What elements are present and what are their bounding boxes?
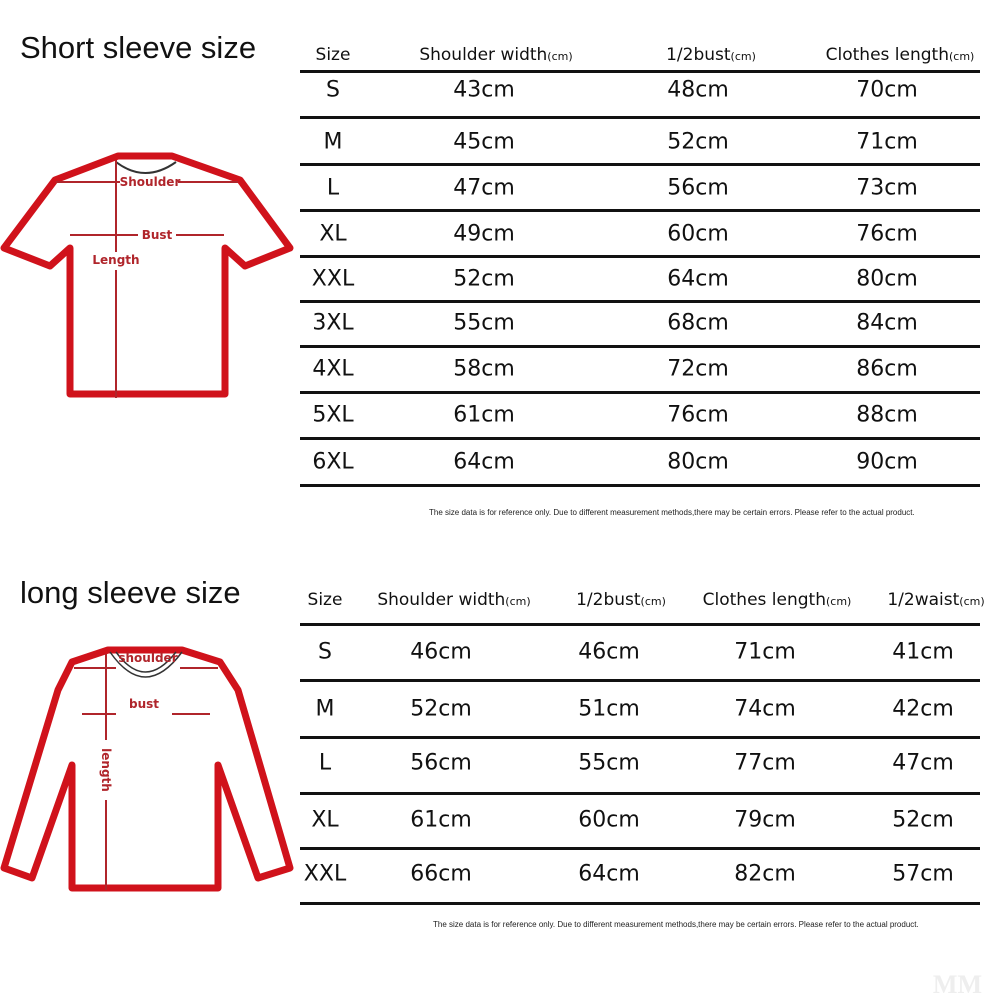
table-cell: 46cm [578, 639, 640, 665]
table-cell: 90cm [856, 449, 918, 475]
table-rule [300, 391, 980, 394]
table-rule [300, 300, 980, 303]
shoulder-label: Shoulder [120, 175, 181, 189]
table-rule [300, 163, 980, 166]
table-cell: 52cm [892, 807, 954, 833]
table-cell: 64cm [667, 266, 729, 292]
table-rule [300, 345, 980, 348]
table-cell: S [318, 639, 332, 665]
table-rule [300, 484, 980, 487]
table-cell: 6XL [312, 449, 354, 475]
table-cell: 76cm [667, 402, 729, 428]
shoulder-label: shoulder [118, 651, 177, 665]
table-rule [300, 736, 980, 739]
table-cell: 5XL [312, 402, 354, 428]
header-waist: 1/2waist(cm) [887, 590, 985, 610]
table-cell: 56cm [410, 750, 472, 776]
table-cell: M [315, 696, 335, 722]
table-rule [300, 70, 980, 73]
table-cell: XXL [311, 266, 355, 292]
table-rule [300, 209, 980, 212]
length-label: length [99, 748, 113, 792]
table-cell: XL [319, 221, 347, 247]
table-cell: 3XL [312, 310, 354, 336]
table-cell: 56cm [667, 175, 729, 201]
table-cell: 46cm [410, 639, 472, 665]
bust-label: Bust [142, 228, 173, 242]
length-label: Length [92, 253, 139, 267]
short-sleeve-note: The size data is for reference only. Due… [429, 508, 915, 517]
table-cell: 57cm [892, 861, 954, 887]
table-cell: 88cm [856, 402, 918, 428]
header-bust: 1/2bust(cm) [576, 590, 666, 610]
table-rule [300, 679, 980, 682]
table-cell: S [326, 77, 340, 103]
table-cell: L [318, 750, 332, 776]
table-rule [300, 792, 980, 795]
bust-label: bust [129, 697, 159, 711]
header-bust: 1/2bust(cm) [666, 45, 756, 65]
table-cell: 61cm [453, 402, 515, 428]
table-rule [300, 116, 980, 119]
table-cell: XL [311, 807, 339, 833]
table-cell: 47cm [892, 750, 954, 776]
table-cell: 55cm [578, 750, 640, 776]
table-cell: 77cm [734, 750, 796, 776]
table-cell: 45cm [453, 129, 515, 155]
table-cell: 82cm [734, 861, 796, 887]
table-cell: 71cm [856, 129, 918, 155]
table-cell: 76cm [856, 221, 918, 247]
table-cell: 71cm [734, 639, 796, 665]
header-size: Size [307, 590, 343, 610]
table-cell: 72cm [667, 356, 729, 382]
table-cell: 41cm [892, 639, 954, 665]
long-sleeve-shirt-diagram: shoulder bust length [0, 646, 294, 892]
table-cell: 79cm [734, 807, 796, 833]
long-sleeve-note: The size data is for reference only. Due… [433, 920, 919, 929]
table-cell: 64cm [578, 861, 640, 887]
header-size: Size [315, 45, 351, 65]
table-cell: 70cm [856, 77, 918, 103]
table-cell: M [323, 129, 343, 155]
header-shoulder: Shoulder width(cm) [419, 45, 573, 65]
table-cell: 66cm [410, 861, 472, 887]
table-cell: 61cm [410, 807, 472, 833]
short-sleeve-shirt-diagram: Shoulder Bust Length [0, 152, 294, 398]
table-rule [300, 437, 980, 440]
header-length: Clothes length(cm) [825, 45, 975, 65]
table-cell: 48cm [667, 77, 729, 103]
table-cell: 49cm [453, 221, 515, 247]
table-rule [300, 255, 980, 258]
table-cell: 55cm [453, 310, 515, 336]
table-cell: 74cm [734, 696, 796, 722]
table-cell: 4XL [312, 356, 354, 382]
table-cell: 52cm [410, 696, 472, 722]
table-cell: 52cm [453, 266, 515, 292]
table-cell: 58cm [453, 356, 515, 382]
table-cell: 52cm [667, 129, 729, 155]
table-rule [300, 847, 980, 850]
table-cell: 60cm [578, 807, 640, 833]
long-sleeve-title: long sleeve size [20, 575, 241, 610]
table-cell: 84cm [856, 310, 918, 336]
watermark: MM [932, 970, 982, 999]
table-cell: 43cm [453, 77, 515, 103]
header-length: Clothes length(cm) [702, 590, 852, 610]
table-cell: 64cm [453, 449, 515, 475]
table-cell: 51cm [578, 696, 640, 722]
table-cell: 80cm [667, 449, 729, 475]
table-cell: 73cm [856, 175, 918, 201]
short-sleeve-title: Short sleeve size [20, 30, 257, 65]
table-cell: 86cm [856, 356, 918, 382]
table-cell: 42cm [892, 696, 954, 722]
table-cell: 80cm [856, 266, 918, 292]
table-cell: L [326, 175, 340, 201]
table-cell: 68cm [667, 310, 729, 336]
table-rule [300, 902, 980, 905]
header-shoulder: Shoulder width(cm) [377, 590, 531, 610]
table-cell: 60cm [667, 221, 729, 247]
table-rule [300, 623, 980, 626]
table-cell: XXL [303, 861, 347, 887]
table-cell: 47cm [453, 175, 515, 201]
